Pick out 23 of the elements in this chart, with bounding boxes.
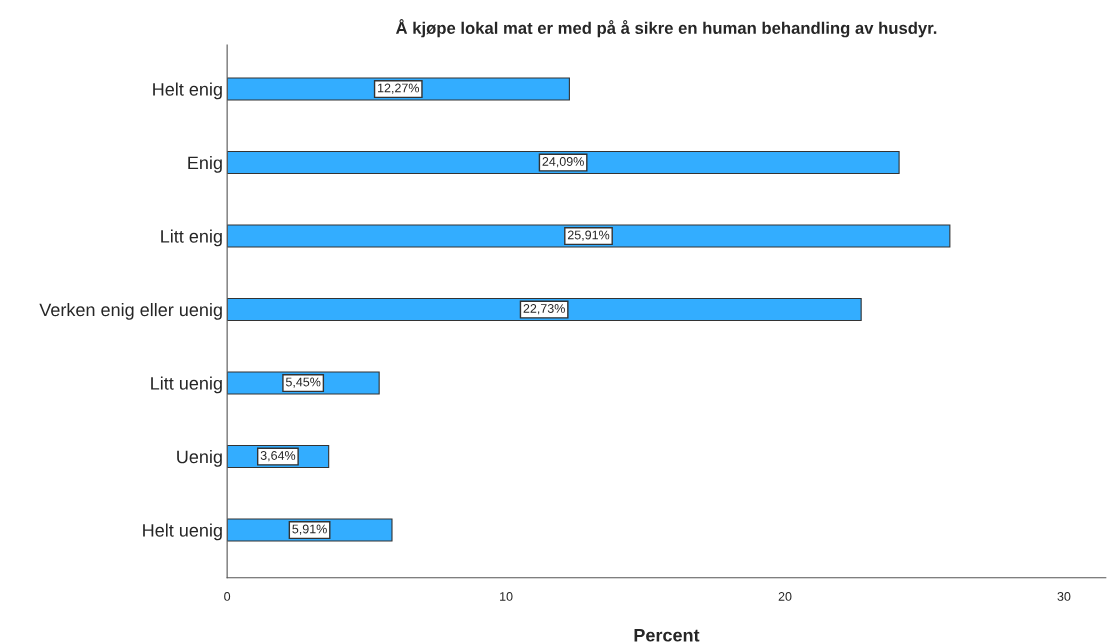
data-label: 24,09% xyxy=(542,157,584,168)
data-label: 3,64% xyxy=(260,451,296,462)
data-label: 12,27% xyxy=(378,83,420,94)
y-tick-label: Helt uenig xyxy=(143,523,222,541)
data-label: 5,91% xyxy=(292,524,327,535)
data-label: 22,73% xyxy=(523,304,565,315)
x-tick-label: 20 xyxy=(778,592,792,601)
data-label: 25,91% xyxy=(567,230,610,241)
bar xyxy=(227,150,900,175)
x-tick-label: 0 xyxy=(224,592,231,601)
bar xyxy=(227,224,951,248)
bar xyxy=(227,297,862,322)
y-tick-label: Litt uenig xyxy=(151,376,222,394)
y-tick-label: Helt enig xyxy=(153,82,222,100)
chart-title: Å kjøpe lokal mat er med på å sikre en human behandling av husdyr. xyxy=(395,19,937,38)
x-tick-label: 30 xyxy=(1057,592,1071,601)
y-tick-label: Litt enig xyxy=(161,229,222,247)
x-axis-title: Percent xyxy=(634,629,700,642)
y-tick-label: Enig xyxy=(188,155,222,173)
data-label: 5,45% xyxy=(285,377,321,388)
y-tick-label: Uenig xyxy=(177,449,222,467)
y-tick-label: Verken enig eller uenig xyxy=(39,302,222,320)
x-tick-label: 10 xyxy=(500,592,513,601)
